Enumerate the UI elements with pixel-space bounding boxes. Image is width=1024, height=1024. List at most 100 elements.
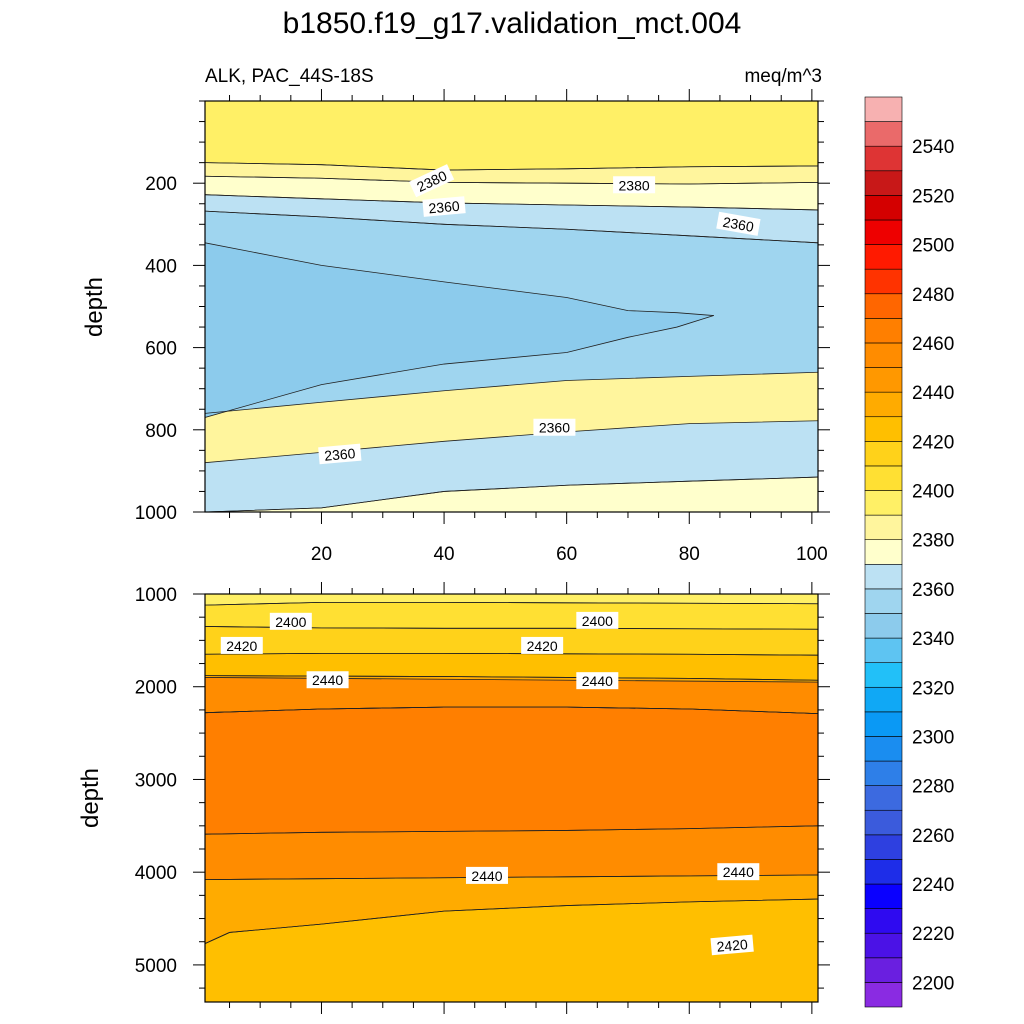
colorbar-swatch [864,96,903,122]
contour-label-text: 2360 [539,420,570,436]
contour-label-text: 2360 [324,445,357,464]
colorbar-swatch [864,834,903,860]
contour-label-text: 2400 [275,614,306,630]
upper-y-axis-label: depth [81,277,108,337]
colorbar-tick-label: 2460 [912,334,954,355]
upper-x-tick-label: 60 [556,544,577,565]
colorbar-tick-label: 2260 [912,826,954,847]
upper-contour-line [205,162,818,171]
colorbar-swatch [864,342,903,368]
contour-label-text: 2360 [428,198,461,217]
colorbar-tick-label: 2240 [912,875,954,896]
colorbar-swatch [864,244,903,270]
contour-label-text: 2440 [723,864,754,880]
lower-contour-region [205,707,818,835]
colorbar-swatch [864,982,903,1008]
colorbar-swatch [864,588,903,614]
contour-label-text: 2420 [716,936,749,955]
upper-x-tick-label: 100 [796,544,828,565]
lower-y-tick-label: 4000 [135,863,177,884]
colorbar-tick-label: 2500 [912,236,954,257]
colorbar-tick-label: 2480 [912,285,954,306]
upper-contour-line [205,194,818,211]
upper-x-tick-label: 20 [311,544,332,565]
colorbar-swatch [864,170,903,196]
colorbar-tick-label: 2360 [912,580,954,601]
upper-contour-label: 2360 [422,196,466,217]
upper-contour-region [205,101,818,171]
colorbar-swatch [864,736,903,762]
chart-title: b1850.f19_g17.validation_mct.004 [283,7,742,40]
colorbar-swatch [864,121,903,147]
colorbar-swatch [864,416,903,442]
colorbar-swatch [864,809,903,836]
contour-label-text: 2400 [582,613,613,629]
colorbar-swatch [864,563,903,590]
upper-contour-region [205,420,818,512]
colorbar-swatch [864,760,903,786]
colorbar-tick-label: 2300 [912,727,954,748]
lower-contour-region [205,602,818,630]
colorbar-tick-label: 2440 [912,383,954,404]
lower-contour-label: 2400 [269,612,312,630]
lower-contour-line [205,675,818,681]
colorbar-swatch [864,514,903,541]
lower-contour-region [205,626,818,656]
colorbar-tick-label: 2320 [912,678,954,699]
contour-label-text: 2440 [582,673,613,689]
colorbar-swatch [864,785,903,811]
colorbar-tick-label: 2340 [912,629,954,650]
upper-y-tick-label: 600 [145,339,177,360]
upper-contour-region [205,242,714,418]
lower-contour-label: 2440 [306,671,349,689]
lower-y-tick-label: 3000 [135,770,177,791]
upper-contour-line [205,420,818,464]
lower-contour-line [205,898,818,944]
contour-label-text: 2420 [527,638,558,654]
lower-contour-label: 2420 [220,636,263,654]
colorbar-tick-label: 2220 [912,924,954,945]
upper-contour-region [205,176,818,210]
colorbar-tick-label: 2540 [912,137,954,158]
colorbar-swatch [864,219,903,245]
contour-label-text: 2360 [722,214,756,235]
upper-contour-line [205,210,818,244]
lower-contour-label: 2440 [465,866,508,884]
colorbar-swatch [864,268,903,295]
upper-y-tick-label: 1000 [135,503,177,524]
colorbar-swatch [864,711,903,737]
upper-contour-label: 2360 [533,418,576,436]
lower-y-tick-label: 1000 [135,585,177,606]
lower-contour-region [205,653,818,681]
colorbar-tick-label: 2200 [912,973,954,994]
colorbar-swatch [864,908,903,934]
lower-plot-frame [204,593,819,1003]
colorbar-swatch [864,613,903,639]
contour-label-text: 2380 [619,177,650,193]
lower-y-axis-label: depth [77,768,104,828]
colorbar-swatch [864,391,903,418]
colorbar-swatch [864,859,903,885]
lower-contour-region [205,899,818,1002]
upper-contour-line [205,476,818,512]
upper-y-tick-label: 200 [145,174,177,195]
colorbar-swatch [864,441,903,467]
colorbar-swatch [864,490,903,516]
upper-contour-label: 2360 [716,211,761,236]
colorbar-swatch [864,293,903,319]
lower-contour-label: 2420 [521,636,564,654]
upper-x-tick-label: 80 [679,544,700,565]
lower-contour-region [205,825,818,880]
lower-contour-line [205,601,818,606]
colorbar: 2200 2220 2240 2260 2280 2300 2320 2340 2360 2380… [864,96,954,1008]
contour-label-text: 2420 [226,638,257,654]
upper-x-tick-label: 40 [433,544,454,565]
lower-contour-label: 2420 [710,934,754,956]
upper-contour-line [205,175,818,185]
colorbar-swatch [864,367,903,393]
contour-label-text: 2440 [312,672,343,688]
colorbar-tick-label: 2520 [912,186,954,207]
lower-contour-label: 2400 [576,611,619,629]
lower-contour-region [205,874,818,944]
colorbar-swatch [864,195,903,221]
